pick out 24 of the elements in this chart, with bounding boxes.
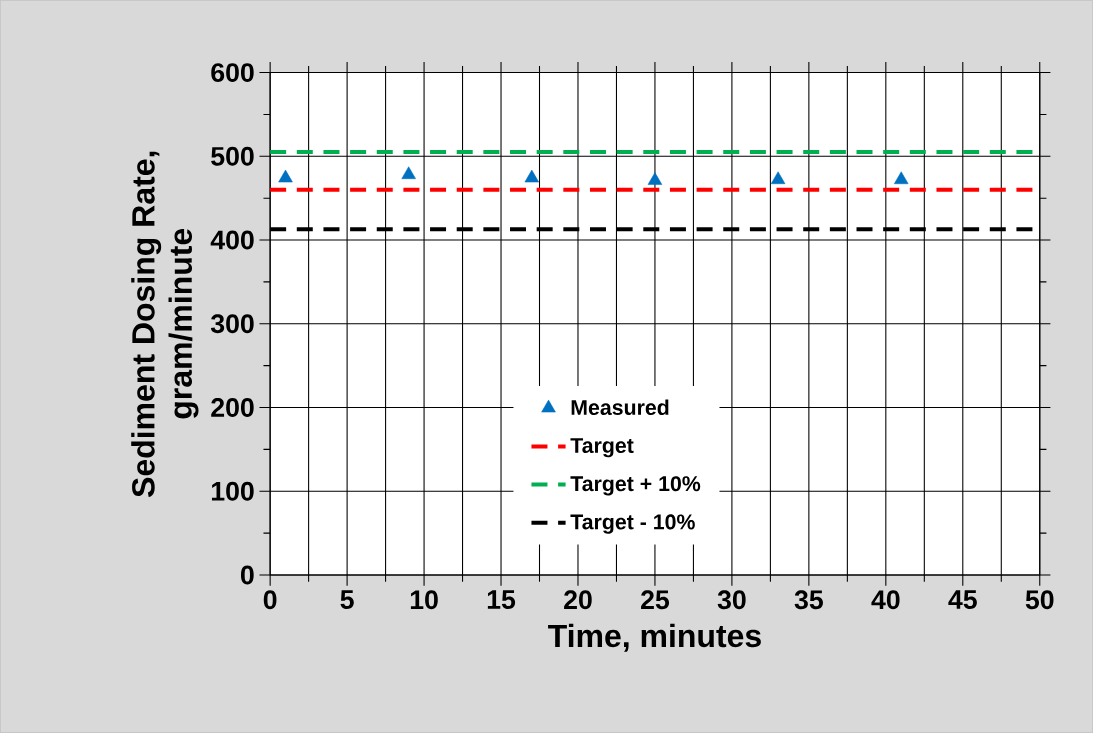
legend-label: Target + 10%	[570, 476, 701, 496]
y-tick-label: 100	[211, 481, 254, 501]
y-tick-label: 0	[240, 565, 254, 585]
y-axis-title: Sediment Dosing Rate, gram/minute	[131, 151, 199, 497]
y-tick-label: 200	[211, 397, 254, 417]
x-tick-label: 10	[410, 590, 438, 610]
legend-label: Target - 10%	[570, 514, 695, 534]
x-tick-label: 30	[717, 590, 746, 610]
x-tick-label: 0	[263, 590, 277, 610]
legend-label: Measured	[571, 399, 669, 415]
x-tick-label: 35	[794, 590, 823, 610]
x-tick-label: 5	[340, 590, 354, 609]
x-tick-label: 20	[564, 590, 592, 610]
x-tick-label: 25	[641, 590, 670, 610]
x-tick-label: 45	[948, 590, 977, 609]
x-tick-label: 50	[1025, 590, 1054, 610]
x-tick-label: 40	[871, 590, 900, 610]
y-tick-label: 500	[211, 146, 254, 166]
x-axis-title: Time, minutes	[548, 623, 761, 652]
legend-label: Target	[570, 438, 634, 458]
y-tick-label: 600	[211, 63, 254, 82]
y-tick-label: 400	[210, 230, 254, 250]
y-tick-label: 300	[210, 314, 254, 334]
x-tick-label: 15	[487, 590, 516, 609]
